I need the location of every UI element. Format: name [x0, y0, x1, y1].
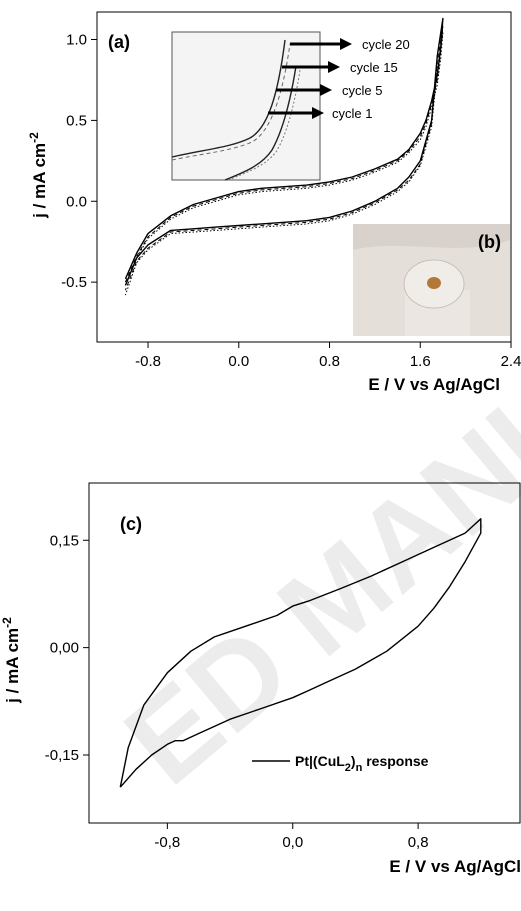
- inset-zoom: [172, 32, 320, 180]
- y-axis-label-a: j / mA cm-2: [27, 132, 49, 219]
- x-tick-label: 2.4: [501, 353, 521, 370]
- inset-frame: [172, 32, 320, 180]
- watermark: ED MANU: [101, 347, 521, 810]
- annotation-cycle-15: cycle 15: [350, 60, 398, 75]
- photo-inset: (b): [353, 224, 510, 336]
- x-axis-label-c: E / V vs Ag/AgCl: [389, 857, 521, 876]
- panel-label-a: (a): [108, 32, 130, 52]
- x-tick-label: 0.8: [319, 353, 340, 370]
- chart-a: (a) j / mA cm-2 E / V vs Ag/AgCl -0.8 0.0…: [27, 12, 521, 394]
- x-axis-label-a: E / V vs Ag/AgCl: [368, 375, 500, 394]
- x-tick-label: -0,8: [154, 834, 180, 851]
- panel-label-b: (b): [478, 232, 501, 252]
- x-tick-label: 1.6: [410, 353, 431, 370]
- legend-label: Pt|(CuL2)n response: [295, 753, 429, 774]
- y-axis-label-c: j / mA cm-2: [0, 617, 22, 704]
- y-tick-label: 0.0: [66, 193, 87, 210]
- y-tick-label: -0,15: [45, 747, 79, 764]
- y-tick-label: 0,15: [50, 532, 79, 549]
- x-tick-label: 0,8: [408, 834, 429, 851]
- annotation-cycle-20: cycle 20: [362, 37, 410, 52]
- y-tick-label: 0,00: [50, 640, 79, 657]
- x-tick-label: -0.8: [135, 353, 161, 370]
- panel-label-c: (c): [120, 514, 142, 534]
- annotation-cycle-5: cycle 5: [342, 83, 382, 98]
- y-tick-label: -0.5: [61, 274, 87, 291]
- x-tick-label: 0,0: [282, 834, 303, 851]
- y-tick-label: 1.0: [66, 32, 87, 49]
- svg-text:ED MANU: ED MANU: [101, 347, 521, 810]
- legend-c: Pt|(CuL2)n response: [252, 753, 429, 774]
- photo-electrode-disk: [427, 277, 441, 289]
- x-tick-label: 0.0: [228, 353, 249, 370]
- annotation-cycle-1: cycle 1: [332, 106, 372, 121]
- y-tick-label: 0.5: [66, 112, 87, 129]
